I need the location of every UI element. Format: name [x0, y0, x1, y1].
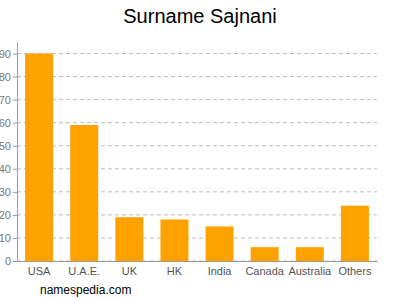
y-tick-mark — [13, 238, 17, 239]
y-axis-line — [17, 43, 18, 262]
x-tick: HK — [167, 261, 183, 277]
y-tick-mark — [13, 192, 17, 193]
x-axis: USA U.A.E. UK HK India Canada Australia Others — [18, 261, 378, 277]
plot: 0 10 20 30 40 50 60 70 80 90 USA U.A.E. UK HK India Can… — [0, 43, 378, 277]
y-tick-label: 20 — [0, 209, 11, 221]
bar — [341, 206, 369, 261]
grid-line — [17, 122, 377, 123]
x-tick: USA — [28, 261, 51, 277]
x-tick: U.A.E. — [68, 261, 100, 277]
bars — [25, 54, 369, 261]
y-axis: 0 10 20 30 40 50 60 70 80 90 — [0, 43, 18, 268]
x-tick-label: UK — [122, 265, 138, 277]
y-tick-mark — [13, 146, 17, 147]
y-tick: 0 — [5, 255, 17, 267]
y-tick: 60 — [0, 117, 17, 129]
x-tick: Canada — [245, 261, 284, 277]
y-tick: 20 — [0, 209, 17, 221]
grid — [17, 54, 377, 261]
y-tick-label: 30 — [0, 186, 11, 198]
x-tick: UK — [122, 261, 138, 277]
y-tick-mark — [13, 100, 17, 101]
y-tick: 70 — [0, 94, 17, 106]
x-axis-line — [18, 261, 378, 262]
y-tick: 50 — [0, 140, 17, 152]
y-tick-mark — [13, 169, 17, 170]
y-tick-label: 40 — [0, 163, 11, 175]
y-tick-mark — [13, 77, 17, 78]
y-tick: 30 — [0, 186, 17, 198]
y-tick: 40 — [0, 163, 17, 175]
x-tick-label: U.A.E. — [68, 265, 100, 277]
bar — [115, 217, 143, 261]
source: namespedia.com — [40, 283, 131, 297]
chart: Surname Sajnani 0 10 20 30 40 50 60 70 80 90 USA U.A… — [0, 0, 400, 300]
bar — [206, 226, 234, 261]
y-tick-label: 70 — [0, 94, 11, 106]
title: Surname Sajnani — [123, 5, 276, 27]
x-tick-label: India — [208, 265, 233, 277]
bar — [251, 247, 279, 261]
y-tick-label: 80 — [0, 71, 11, 83]
bar — [296, 247, 324, 261]
x-tick-label: USA — [28, 265, 51, 277]
y-tick-label: 10 — [0, 232, 11, 244]
x-tick-label: Canada — [245, 265, 284, 277]
y-tick: 90 — [0, 48, 17, 60]
y-tick-mark — [13, 215, 17, 216]
x-tick-label: HK — [167, 265, 183, 277]
x-tick-label: Australia — [288, 265, 332, 277]
x-tick: India — [208, 261, 233, 277]
y-tick: 10 — [0, 232, 17, 244]
y-tick: 80 — [0, 71, 17, 83]
x-tick: Australia — [288, 261, 332, 277]
x-tick: Others — [338, 261, 372, 277]
y-tick-label: 60 — [0, 117, 11, 129]
x-tick-label: Others — [338, 265, 372, 277]
y-tick-label: 0 — [5, 255, 11, 267]
grid-line — [17, 53, 377, 54]
grid-line — [17, 76, 377, 77]
y-tick-label: 50 — [0, 140, 11, 152]
bar — [70, 125, 98, 261]
y-tick-mark — [13, 123, 17, 124]
grid-line — [17, 99, 377, 100]
bar — [25, 54, 53, 261]
y-tick-label: 90 — [0, 48, 11, 60]
y-tick-mark — [13, 261, 17, 262]
bar — [160, 220, 188, 261]
y-tick-mark — [13, 54, 17, 55]
